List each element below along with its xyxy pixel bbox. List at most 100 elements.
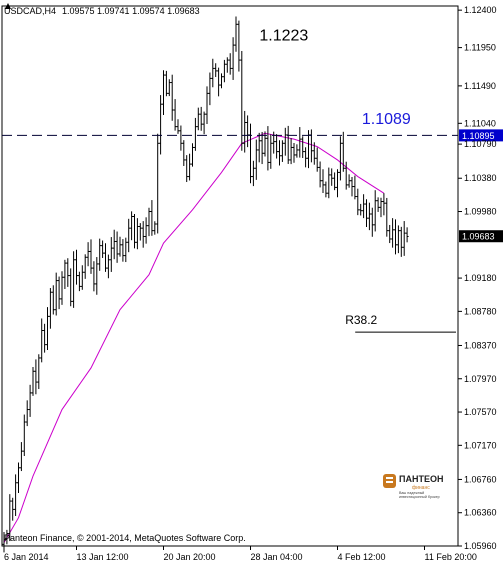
ohlc-bar [167,79,171,97]
y-tick-label: 1.06760 [464,474,497,484]
ohlc-bar [365,199,368,227]
ohlc-bar [234,16,238,52]
ohlc-bar [243,110,247,153]
ohlc-bar [159,95,163,155]
y-tick-label: 1.10790 [464,139,497,149]
ohlc-bar [266,126,270,171]
ohlc-bar [54,272,58,316]
ma-layer [3,132,385,543]
ohlc-bar [188,153,192,181]
ohlc-bar [350,176,354,197]
y-tick-label: 1.09180 [464,273,497,283]
y-tick-label: 1.11040 [464,118,496,128]
ohlc-bar [301,136,305,158]
ohlc-bar [124,237,128,263]
chart-header-ohlc: 1.09575 1.09741 1.09574 1.09683 [62,6,200,16]
ohlc-bar [156,133,160,234]
ohlc-bar [214,63,218,77]
ohlc-bar [379,197,383,218]
ohlc-bar [396,225,400,254]
y-tick-label: 1.08370 [464,340,497,350]
ohlc-bar [211,58,215,88]
ohlc-bar [405,227,409,243]
ohlc-bar [72,251,76,308]
y-tick-label: 1.08780 [464,306,497,316]
y-axis: 1.12400 1.11950 1.11490 1.11040 1.10790 1.103… [458,5,497,551]
x-tick-label: 11 Feb 20:00 [425,552,477,562]
ohlc-bar [115,231,119,263]
last-price-tag [459,230,503,243]
ohlc-bar [228,53,232,75]
y-tick-label: 1.05960 [464,541,497,551]
ohlc-bar [170,74,174,121]
ohlc-bar [362,194,366,219]
ohlc-bar [292,142,296,163]
ohlc-bar [225,57,229,73]
ohlc-bar [147,207,151,237]
ohlc-bar [286,125,290,164]
ohlc-bar [182,140,186,166]
ohlc-bar [344,161,348,190]
y-tick-label: 1.11950 [464,43,496,53]
ohlc-bar [86,242,90,267]
ohlc-bar [144,217,148,244]
ohlc-bar [246,115,250,148]
ohlc-bar [164,70,168,97]
y-tick-label: 1.09980 [464,207,497,217]
panteon-logo: ПАНТЕОН финанс Ваш надежный инвестиционн… [383,474,443,499]
ohlc-bar [217,67,221,97]
ohlc-bar [5,529,9,545]
ohlc-bar [150,200,154,236]
ohlc-bar [231,37,235,80]
ohlc-bar [48,288,52,329]
y-tick-label: 1.11490 [464,81,496,91]
ohlc-bar [185,155,189,183]
ohlc-bar [370,207,374,237]
ohlc-bar [382,193,386,216]
x-tick-label: 13 Jan 12:00 [77,552,129,562]
ohlc-bar [130,211,134,241]
ohlc-bar [338,136,342,181]
ohlc-bar [315,147,319,172]
ohlc-bar [22,414,26,456]
y-tick-label: 1.12400 [464,5,497,15]
ohlc-bar [193,117,197,151]
ohlc-bar [385,197,389,237]
ohlc-bar [333,172,337,191]
bars-layer [2,16,409,553]
logo-tagline-1: Ваш надежный [399,491,424,495]
ohlc-bar [280,140,284,162]
ohlc-bar [249,123,252,184]
ohlc-bar [109,237,113,272]
ohlc-bar [127,218,131,253]
ohlc-bar [240,50,244,151]
ohlc-bar [121,239,125,262]
y-tick-label: 1.06360 [464,508,497,518]
ohlc-bar [57,276,61,310]
ohlc-bar [75,249,78,285]
y-tick-label: 1.07570 [464,407,497,417]
ohlc-bar [179,125,183,151]
ohlc-bar [83,254,87,279]
ohlc-bar [222,59,226,83]
y-tick-label: 1.10380 [464,173,497,183]
ohlc-bar [260,131,264,165]
ohlc-bar [321,169,325,194]
ohlc-bar [112,229,116,260]
ohlc-bar [402,221,406,256]
logo-icon [383,474,396,488]
ohlc-bar [8,494,12,542]
ohlc-bar [17,462,20,494]
x-tick-label: 20 Jan 20:00 [164,552,216,562]
ohlc-bar [309,129,313,163]
ohlc-bar [330,168,334,186]
ohlc-bar [19,442,23,472]
ohlc-bar [251,160,255,187]
x-axis: 6 Jan 2014 13 Jan 12:00 20 Jan 20:00 28 Jan… [3,546,477,562]
ohlc-bar [51,285,55,315]
ohlc-bar [298,127,302,158]
ohlc-bar [153,221,157,235]
moving-average-line [3,132,385,543]
ohlc-bar [176,119,180,134]
ohlc-bar [92,261,96,292]
